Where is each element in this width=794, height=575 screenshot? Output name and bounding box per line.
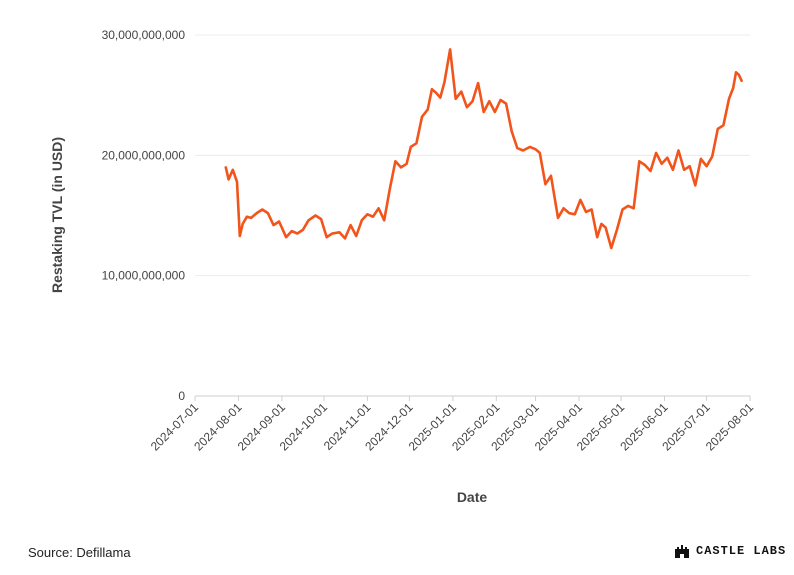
brand-name: CASTLE LABS — [696, 544, 787, 558]
y-tick-label: 20,000,000,000 — [102, 148, 186, 162]
y-tick-label: 10,000,000,000 — [102, 269, 186, 283]
x-axis-ticks: 2024-07-012024-08-012024-09-012024-10-01… — [148, 396, 757, 454]
y-tick-label: 0 — [178, 389, 185, 403]
x-tick-label: 2025-08-01 — [703, 400, 757, 454]
restaking-tvl-line — [224, 48, 743, 250]
grid-lines — [195, 34, 750, 277]
source-note: Source: Defillama — [28, 545, 131, 560]
brand-logo: CASTLE LABS — [674, 543, 786, 559]
castle-icon — [675, 545, 689, 558]
x-axis-title: Date — [457, 489, 488, 505]
y-tick-label: 30,000,000,000 — [102, 28, 186, 42]
y-axis-title: Restaking TVL (in USD) — [49, 137, 65, 293]
y-axis-ticks: 0 10,000,000,000 20,000,000,000 30,000,000,… — [102, 28, 186, 403]
